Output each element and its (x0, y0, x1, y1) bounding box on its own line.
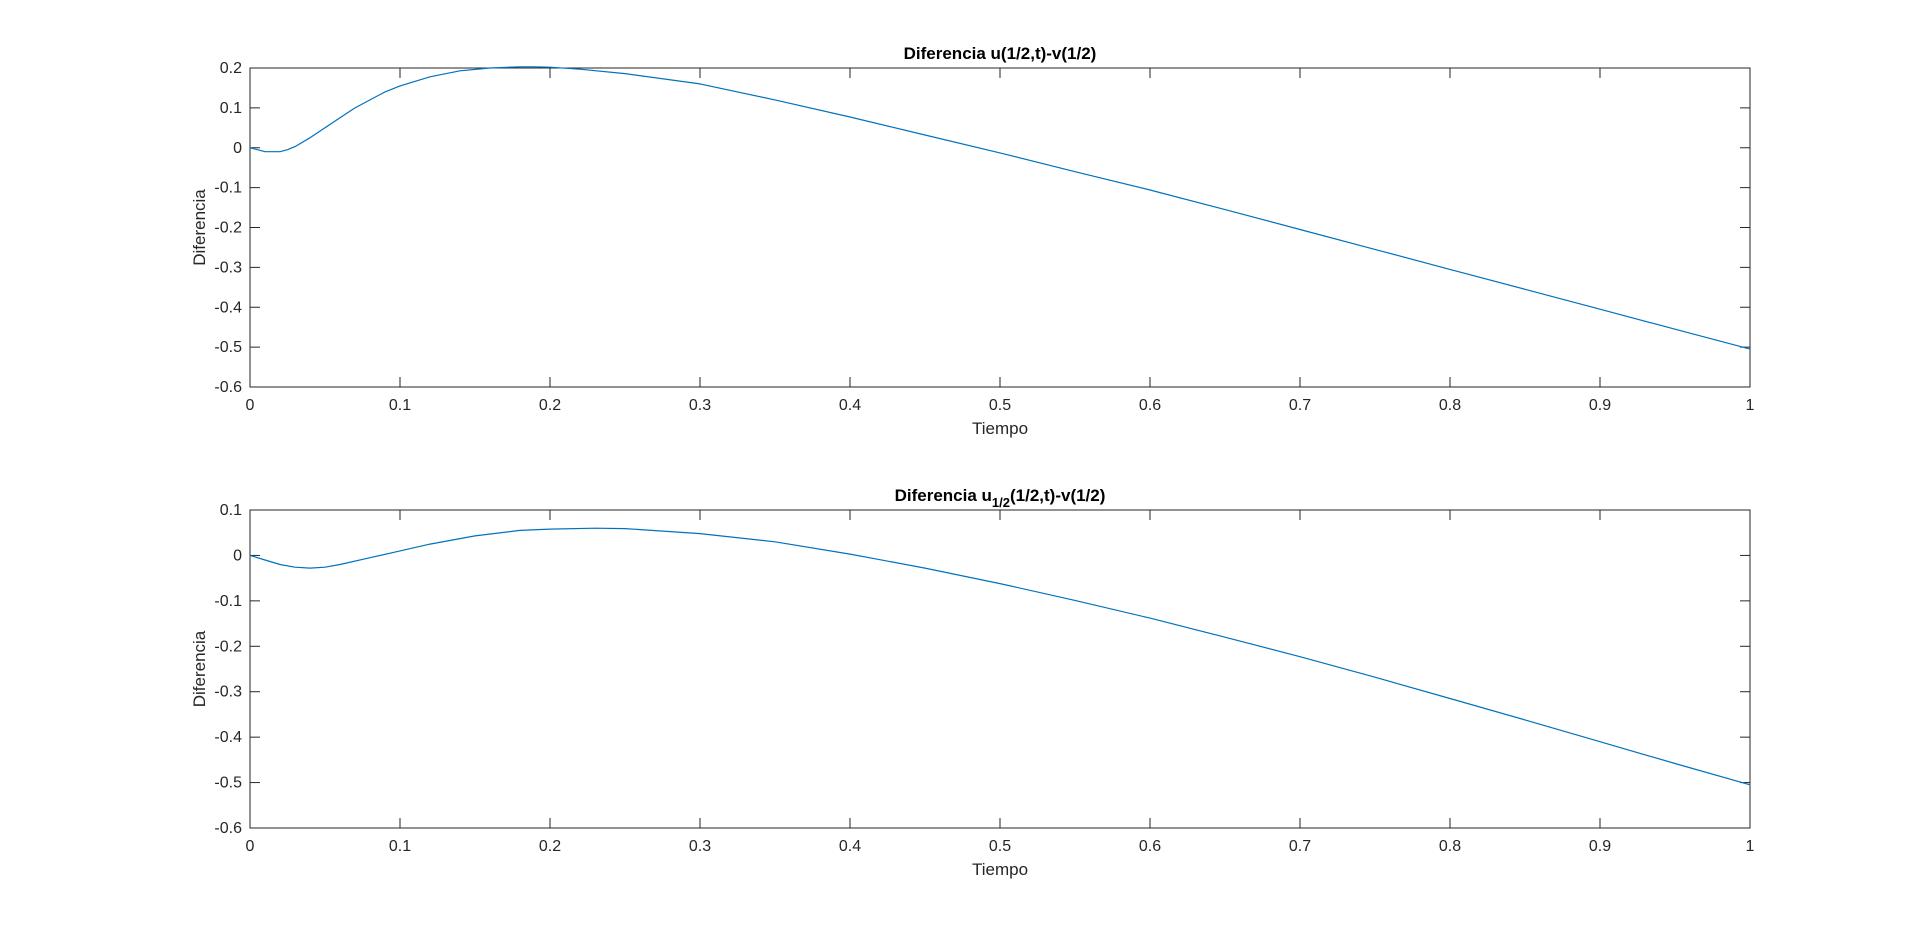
subplot-1-xtick-label: 0.7 (1289, 397, 1311, 414)
subplot-2-xtick-label: 0.5 (989, 838, 1011, 855)
subplot-2-title-main: Diferencia u (895, 486, 992, 505)
subplot-1-xtick-label: 0.6 (1139, 397, 1161, 414)
subplot-2-ylabel: Diferencia (190, 630, 209, 707)
subplot-2-xtick-label: 0.8 (1439, 838, 1461, 855)
subplot-1-ylabel: Diferencia (190, 189, 209, 266)
subplot-2-ytick-label: -0.6 (214, 820, 242, 837)
subplot-1-ytick-label: -0.2 (214, 220, 242, 237)
subplot-1-series-line (249, 66, 1751, 350)
subplot-2-ytick-label: -0.5 (214, 775, 242, 792)
subplot-2-series-line (249, 527, 1751, 786)
subplot-2-xtick-label: 1 (1746, 838, 1755, 855)
subplot-2-xtick-label: 0.9 (1589, 838, 1611, 855)
subplot-2: 0 0.1 0.2 0.3 0.4 0.5 0.6 0.7 0.8 0.9 1 0.1 0 -0.1 -0.… (190, 486, 1755, 879)
subplot-2-ytick-label: -0.1 (214, 593, 242, 610)
subplot-1-ytick-label: 0.1 (220, 100, 242, 117)
subplot-1-xlabel: Tiempo (972, 419, 1028, 438)
subplot-1-ytick-label: 0 (233, 140, 242, 157)
subplot-1-xtick-label: 0.1 (389, 397, 411, 414)
subplot-2-ytick-label: 0.1 (220, 502, 242, 519)
subplot-1-xtick-label: 0.9 (1589, 397, 1611, 414)
subplot-1-xtick-label: 0.8 (1439, 397, 1461, 414)
subplot-2-xtick-label: 0 (246, 838, 255, 855)
subplot-2-xtick-label: 0.1 (389, 838, 411, 855)
subplot-2-axes-box (249, 509, 1751, 829)
subplot-2-ytick-label: -0.4 (214, 729, 242, 746)
subplot-2-xlabel: Tiempo (972, 860, 1028, 879)
subplot-1-ytick-label: -0.5 (214, 339, 242, 356)
subplot-2-xtick-label: 0.2 (539, 838, 561, 855)
subplot-1-ytick-label: -0.3 (214, 259, 242, 276)
subplot-2-ytick-label: 0 (233, 547, 242, 564)
subplot-1-xtick-label: 0.3 (689, 397, 711, 414)
subplot-1-xtick-label: 0.2 (539, 397, 561, 414)
subplot-2-xtick-label: 0.7 (1289, 838, 1311, 855)
subplot-1-ytick-label: -0.1 (214, 180, 242, 197)
subplot-1-ytick-label: 0.2 (220, 60, 242, 77)
subplot-2-title-tail: (1/2,t)-v(1/2) (1010, 486, 1105, 505)
subplot-1-xtick-label: 0.5 (989, 397, 1011, 414)
subplot-1: 0 0.1 0.2 0.3 0.4 0.5 0.6 0.7 0.8 0.9 1 0.2 0.1 0 -0.1… (190, 44, 1755, 438)
subplot-2-ytick-label: -0.2 (214, 638, 242, 655)
subplot-1-xtick-label: 0.4 (839, 397, 861, 414)
subplot-2-xtick-label: 0.4 (839, 838, 861, 855)
subplot-1-xtick-label: 1 (1746, 397, 1755, 414)
subplot-1-axes-box (249, 67, 1751, 388)
subplot-1-ytick-label: -0.4 (214, 299, 242, 316)
subplot-2-xtick-label: 0.6 (1139, 838, 1161, 855)
subplot-2-title: Diferencia u1/2(1/2,t)-v(1/2) (895, 486, 1106, 510)
subplot-2-title-sub: 1/2 (992, 495, 1010, 510)
subplot-2-ytick-label: -0.3 (214, 684, 242, 701)
subplot-1-title-main: Diferencia u(1/2,t)-v(1/2) (904, 44, 1097, 63)
subplot-1-ytick-label: -0.6 (214, 379, 242, 396)
subplot-2-xtick-label: 0.3 (689, 838, 711, 855)
subplot-1-xtick-label: 0 (246, 397, 255, 414)
subplot-1-title: Diferencia u(1/2,t)-v(1/2) (904, 44, 1097, 63)
